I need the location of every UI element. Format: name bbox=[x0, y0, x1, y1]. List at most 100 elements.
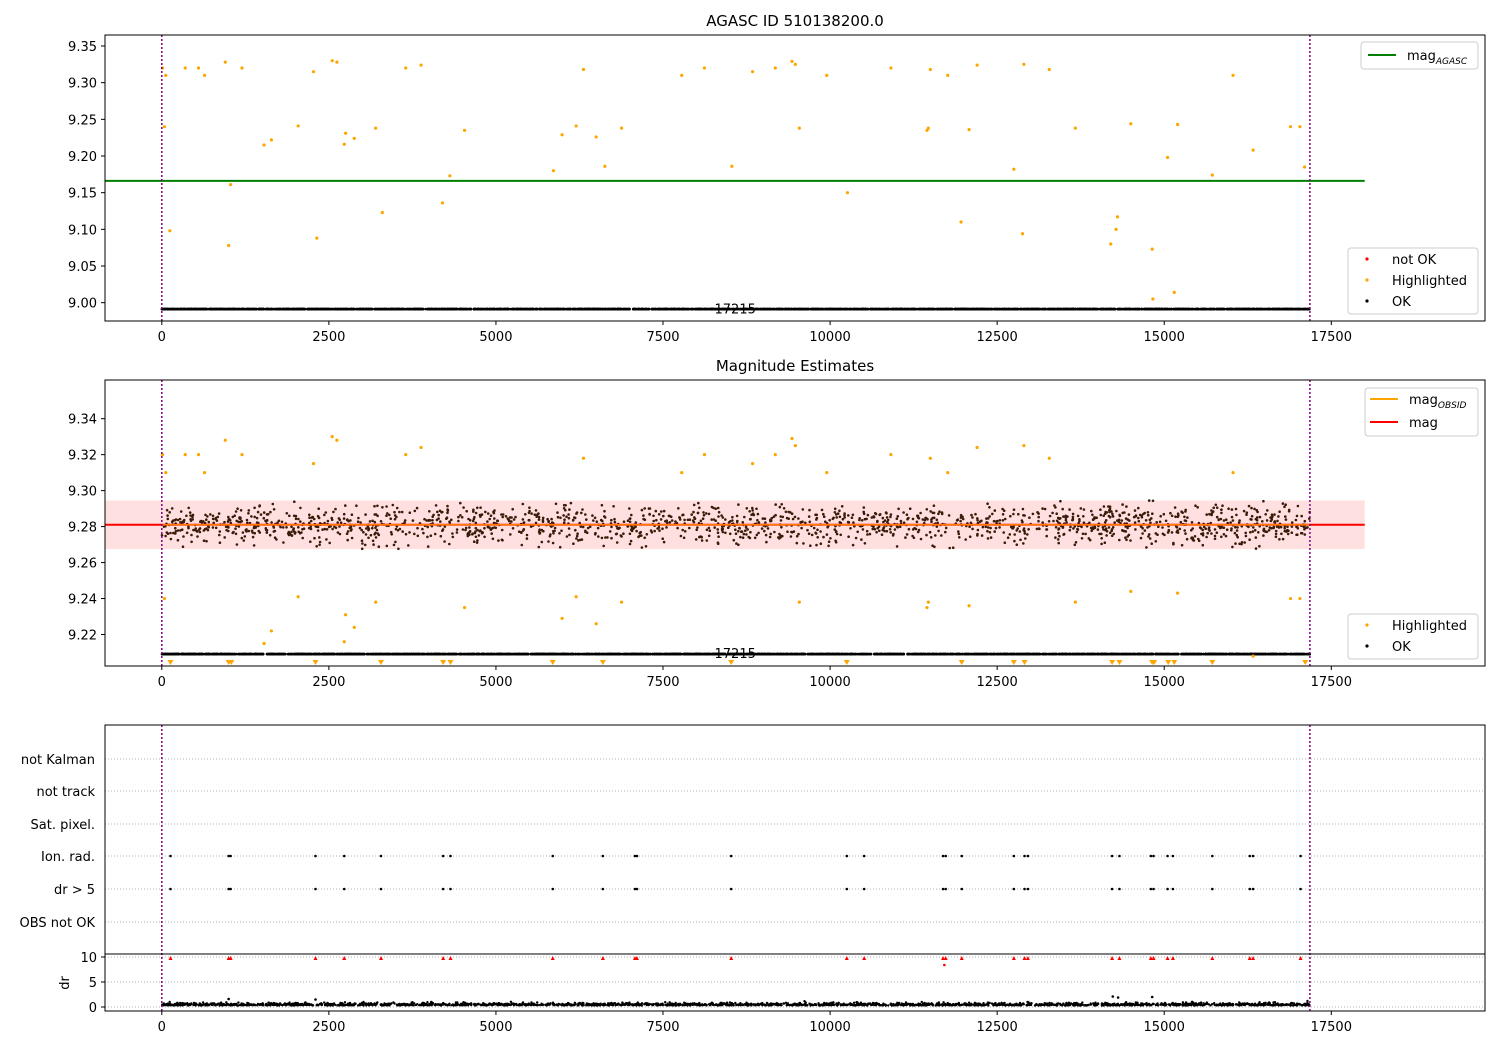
agasc-highlighted-point bbox=[975, 63, 979, 67]
agasc-ok-point bbox=[1205, 307, 1209, 311]
agasc-ok-point bbox=[968, 307, 972, 311]
agasc-highlighted-point bbox=[773, 66, 777, 70]
agasc-ok-point bbox=[503, 307, 507, 311]
agasc-ok-point bbox=[232, 307, 235, 311]
agasc-y-tick-label: 9.15 bbox=[68, 187, 97, 202]
agasc-ok-point bbox=[824, 307, 828, 311]
agasc-ok-point bbox=[1035, 307, 1039, 311]
agasc-ok-point bbox=[982, 307, 986, 311]
agasc-ok-point bbox=[619, 307, 623, 311]
agasc-ok-point bbox=[569, 307, 572, 311]
agasc-ok-point bbox=[398, 307, 402, 311]
agasc-highlighted-point bbox=[162, 125, 167, 129]
agasc-ok-point bbox=[1232, 307, 1235, 311]
agasc-ok-point bbox=[805, 307, 808, 311]
agasc-ok-point bbox=[1251, 307, 1255, 311]
agasc-ok-point bbox=[611, 307, 615, 311]
agasc-ok-point bbox=[962, 307, 965, 311]
agasc-ok-point bbox=[438, 307, 442, 311]
agasc-highlighted-point bbox=[262, 143, 266, 147]
agasc-ok-point bbox=[531, 307, 534, 311]
agasc-highlighted-point bbox=[1251, 148, 1255, 152]
agasc-ok-point bbox=[1112, 307, 1115, 311]
agasc-ok-point bbox=[219, 307, 222, 311]
agasc-ok-point bbox=[975, 307, 978, 311]
agasc-ok-point bbox=[997, 307, 1001, 311]
agasc-ok-point bbox=[1131, 307, 1134, 311]
agasc-ok-point bbox=[539, 307, 543, 311]
agasc-ok-point bbox=[292, 307, 295, 311]
agasc-ok-point bbox=[810, 307, 814, 311]
agasc-highlighted-point bbox=[440, 201, 445, 205]
agasc-ok-point bbox=[918, 307, 921, 311]
agasc-ok-point bbox=[272, 307, 276, 311]
agasc-ok-point bbox=[278, 307, 282, 311]
agasc-ok-point bbox=[1005, 307, 1008, 311]
agasc-ok-point bbox=[894, 307, 898, 311]
agasc-ok-point bbox=[288, 307, 292, 311]
agasc-ok-point bbox=[1287, 307, 1291, 311]
agasc-ok-point bbox=[1105, 307, 1109, 311]
agasc-highlighted-point bbox=[296, 124, 300, 128]
agasc-ok-point bbox=[1296, 307, 1299, 311]
agasc-highlighted-point bbox=[967, 128, 971, 132]
agasc-highlighted-point bbox=[1047, 67, 1051, 72]
agasc-y-tick-label: 9.10 bbox=[68, 223, 97, 238]
agasc-ok-point bbox=[347, 307, 351, 311]
agasc-highlighted-point bbox=[926, 126, 930, 130]
agasc-ok-point bbox=[401, 307, 405, 311]
agasc-highlighted-point bbox=[462, 128, 467, 132]
agasc-ok-point bbox=[384, 307, 388, 311]
agasc-ok-point bbox=[1042, 307, 1046, 311]
agasc-ok-point bbox=[421, 307, 425, 311]
agasc-ok-point bbox=[509, 307, 512, 311]
agasc-ok-point bbox=[208, 307, 212, 311]
agasc-ok-point bbox=[634, 307, 637, 311]
agasc-highlighted-point bbox=[889, 66, 893, 70]
agasc-ok-point bbox=[1267, 307, 1271, 311]
agasc-highlighted-point bbox=[419, 63, 423, 67]
agasc-ok-point bbox=[927, 307, 930, 311]
agasc-ok-point bbox=[465, 307, 468, 311]
agasc-highlighted-point bbox=[702, 66, 707, 70]
agasc-x-tick-label: 7500 bbox=[646, 330, 679, 345]
agasc-ok-point bbox=[1100, 307, 1104, 311]
agasc-highlighted-point bbox=[1231, 73, 1235, 77]
agasc-highlighted-point bbox=[315, 236, 319, 240]
agasc-ok-point bbox=[281, 307, 285, 311]
agasc-ok-point bbox=[1290, 307, 1294, 311]
agasc-ok-point bbox=[657, 307, 660, 311]
agasc-ok-point bbox=[1293, 307, 1297, 311]
legend-not-ok-label: not OK bbox=[1392, 253, 1437, 268]
agasc-ok-point bbox=[312, 307, 316, 311]
agasc-highlighted-point bbox=[574, 124, 578, 128]
agasc-highlighted-point bbox=[1298, 125, 1302, 129]
agasc-ok-point bbox=[1301, 307, 1305, 311]
agasc-ok-point bbox=[565, 307, 569, 311]
agasc-ok-point bbox=[1074, 307, 1077, 311]
agasc-ok-point bbox=[440, 307, 444, 311]
agasc-x-tick-label: 2500 bbox=[312, 330, 345, 345]
agasc-ok-point bbox=[1172, 307, 1175, 311]
agasc-ok-point bbox=[929, 307, 933, 311]
agasc-ok-point bbox=[1248, 307, 1251, 311]
agasc-ok-point bbox=[1236, 307, 1240, 311]
agasc-ok-point bbox=[1060, 307, 1063, 311]
agasc-ok-point bbox=[664, 307, 668, 311]
agasc-ok-point bbox=[994, 307, 998, 311]
agasc-ok-point bbox=[932, 307, 936, 311]
agasc-ok-point bbox=[1195, 307, 1199, 311]
agasc-ok-point bbox=[1123, 307, 1127, 311]
agasc-ok-point bbox=[188, 307, 191, 311]
agasc-ok-point bbox=[203, 307, 206, 311]
agasc-ok-point bbox=[390, 307, 394, 311]
agasc-highlighted-point bbox=[1022, 62, 1026, 66]
agasc-highlighted-point bbox=[335, 60, 339, 64]
agasc-ok-point bbox=[1009, 307, 1013, 311]
agasc-ok-point bbox=[986, 307, 990, 311]
agasc-ok-point bbox=[1024, 307, 1028, 311]
agasc-ok-point bbox=[853, 307, 856, 311]
agasc-ok-point bbox=[1031, 307, 1035, 311]
agasc-plot-area bbox=[105, 35, 1365, 321]
agasc-ok-point bbox=[474, 307, 478, 311]
